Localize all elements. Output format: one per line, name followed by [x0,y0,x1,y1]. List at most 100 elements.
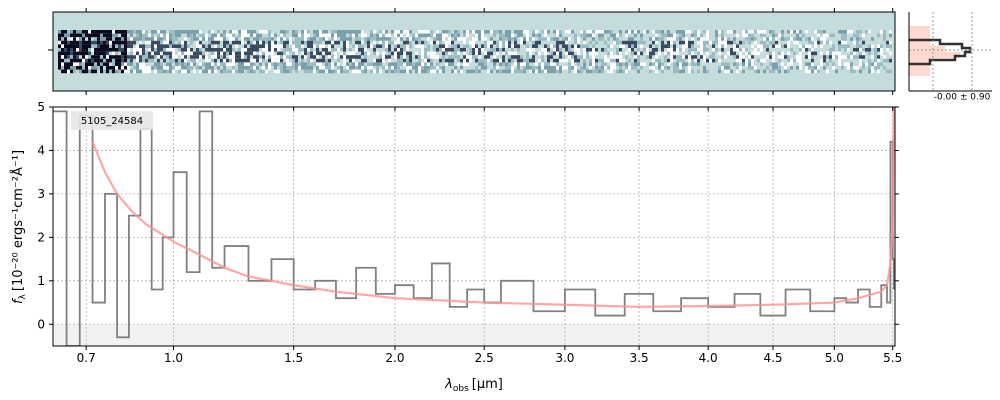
spectrum-2d-pixel [115,66,118,70]
spectrum-2d-pixel [472,69,475,74]
spectrum-2d-pixel [715,48,718,52]
spectrum-2d-pixel [166,69,169,74]
spectrum-2d-pixel [694,55,697,59]
spectrum-2d-pixel [697,33,700,38]
spectrum-2d-pixel [469,69,472,74]
spectrum-2d-pixel [517,48,520,52]
spectrum-2d-pixel [139,33,142,38]
spectrum-2d-pixel [187,44,190,48]
spectrum-2d-pixel [691,58,694,63]
spectrum-2d-pixel [673,55,676,59]
spectrum-2d-pixel [829,58,832,63]
spectrum-2d-pixel [799,58,802,63]
spectrum-2d-pixel [136,55,139,59]
spectrum-2d-pixel [241,66,244,70]
spectrum-2d-pixel [244,55,247,59]
spectrum-2d-pixel [745,51,748,56]
spectrum-2d-pixel [106,33,109,38]
spectrum-2d-pixel [826,55,829,59]
spectrum-2d-pixel [511,58,514,63]
spectrum-2d-pixel [403,30,406,34]
spectrum-2d-pixel [187,48,190,52]
spectrum-2d-pixel [562,55,565,59]
spectrum-2d-pixel [511,44,514,48]
spectrum-2d-pixel [388,44,391,48]
spectrum-2d-pixel [847,62,850,66]
spectrum-2d-pixel [100,62,103,66]
spectrum-2d-pixel [499,37,502,41]
spectrum-2d-pixel [73,62,76,66]
spectrum-2d-pixel [256,66,259,70]
spectrum-2d-pixel [196,30,199,34]
spectrum-2d-pixel [382,37,385,41]
spectrum-2d-pixel [346,69,349,74]
spectrum-2d-pixel [265,30,268,34]
spectrum-2d-pixel [565,40,568,45]
spectrum-2d-pixel [529,69,532,74]
spectrum-2d-pixel [544,33,547,38]
spectrum-2d-pixel [889,69,892,74]
spectrum-2d-pixel [538,66,541,70]
spectrum-2d-pixel [766,55,769,59]
spectrum-2d-pixel [148,44,151,48]
spectrum-2d-pixel [142,33,145,38]
spectrum-2d-pixel [226,62,229,66]
spectrum-2d-pixel [406,51,409,56]
spectrum-2d-pixel [280,62,283,66]
spectrum-2d-pixel [340,33,343,38]
spectrum-2d-pixel [502,62,505,66]
spectrum-2d-pixel [772,30,775,34]
spectrum-2d-pixel [289,40,292,45]
spectrum-2d-pixel [241,58,244,63]
spectrum-2d-pixel [613,33,616,38]
spectrum-2d-pixel [115,48,118,52]
spectrum-2d-pixel [400,30,403,34]
spectrum-2d-pixel [163,48,166,52]
spectrum-2d-pixel [97,58,100,63]
spectrum-2d-pixel [382,40,385,45]
spectrum-2d-pixel [361,40,364,45]
spectrum-2d-pixel [496,51,499,56]
spectrum-2d-pixel [262,66,265,70]
spectrum-2d-pixel [361,66,364,70]
spectrum-2d-pixel [499,40,502,45]
spectrum-2d-pixel [658,66,661,70]
spectrum-2d-pixel [316,44,319,48]
spectrum-2d-pixel [670,55,673,59]
spectrum-2d-pixel [334,48,337,52]
spectrum-2d-pixel [292,62,295,66]
spectrum-2d-pixel [730,40,733,45]
spectrum-2d-pixel [91,40,94,45]
spectrum-2d-pixel [622,58,625,63]
spectrum-2d-pixel [307,37,310,41]
spectrum-2d-pixel [382,30,385,34]
spectrum-2d-pixel [181,62,184,66]
spectrum-2d-pixel [778,69,781,74]
spectrum-2d-pixel [661,69,664,74]
spectrum-2d-pixel [205,69,208,74]
spectrum-2d-pixel [124,37,127,41]
spectrum-2d-pixel [589,33,592,38]
spectrum-2d-pixel [814,40,817,45]
spectrum-2d-pixel [388,69,391,74]
spectrum-2d-pixel [283,55,286,59]
spectrum-2d-pixel [817,40,820,45]
spectrum-2d-pixel [304,66,307,70]
spectrum-2d-pixel [853,69,856,74]
spectrum-2d-pixel [445,33,448,38]
spectrum-2d-pixel [133,51,136,56]
spectrum-2d-pixel [391,66,394,70]
spectrum-2d-pixel [337,40,340,45]
spectrum-2d-pixel [256,58,259,63]
spectrum-2d-pixel [130,69,133,74]
spectrum-2d-pixel [73,40,76,45]
spectrum-2d-pixel [340,37,343,41]
spectrum-2d-pixel [196,55,199,59]
spectrum-2d-pixel [346,55,349,59]
spectrum-2d-pixel [151,44,154,48]
spectrum-2d-pixel [562,66,565,70]
spectrum-2d-pixel [739,66,742,70]
spectrum-2d-pixel [622,40,625,45]
spectrum-2d-pixel [553,48,556,52]
spectrum-2d-pixel [403,40,406,45]
